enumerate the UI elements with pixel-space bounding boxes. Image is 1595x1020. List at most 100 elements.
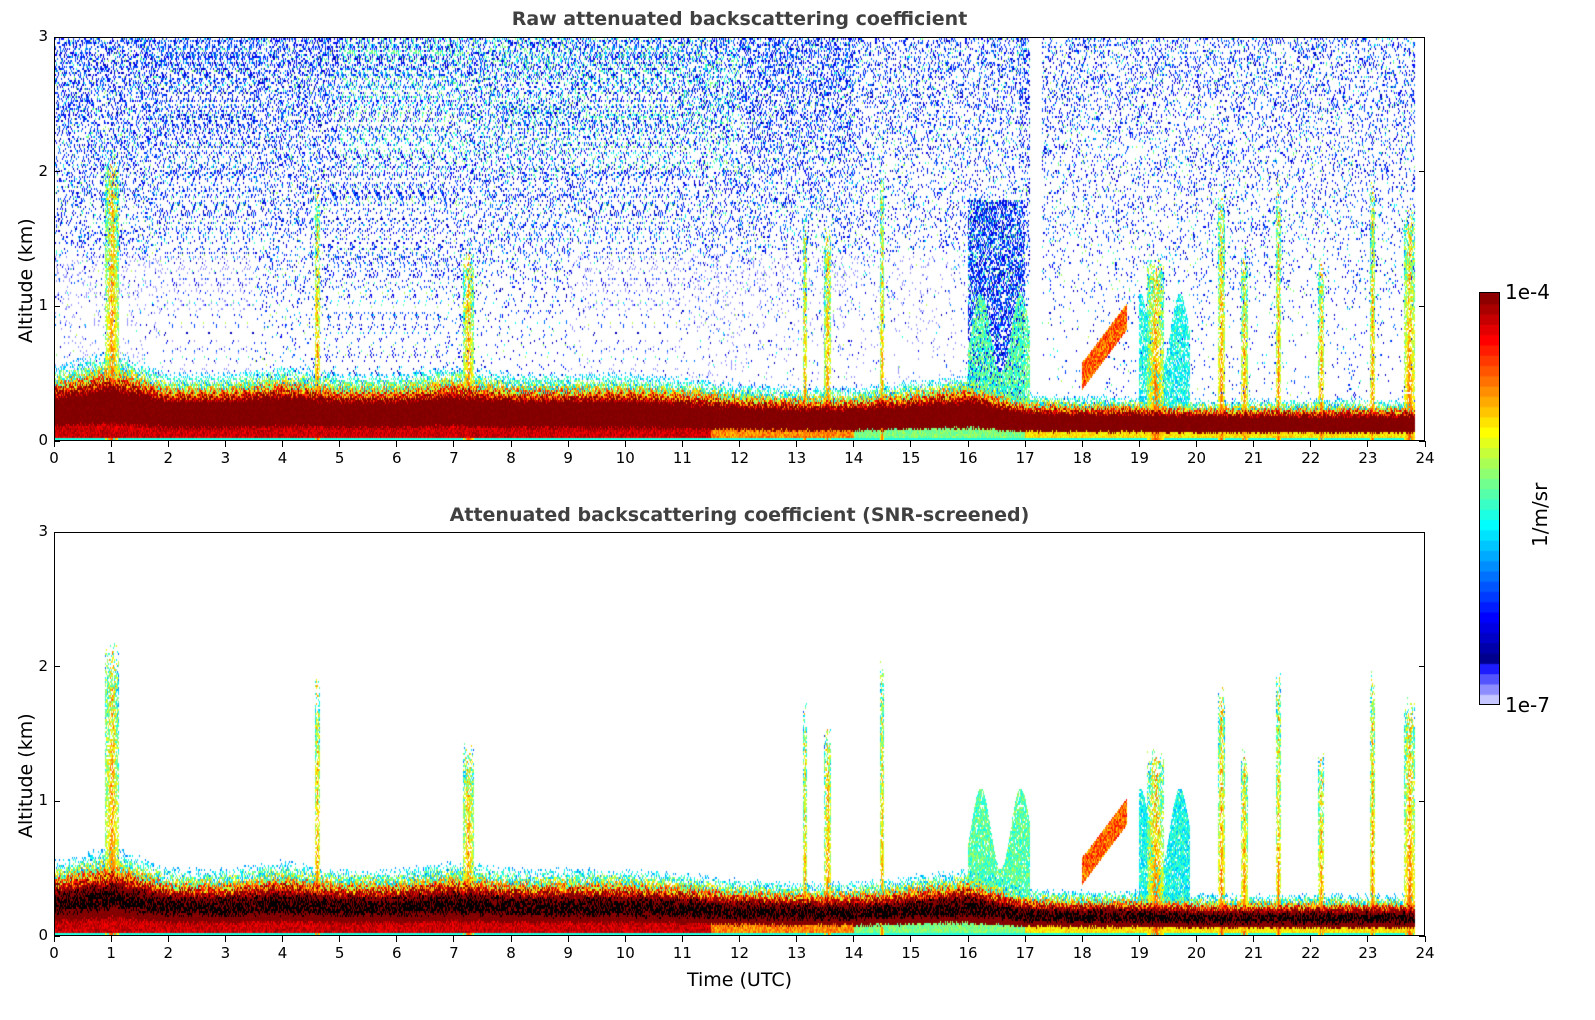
heatmap-axes-bottom [54, 532, 1425, 936]
y-tick [54, 531, 60, 533]
x-tick-label: 0 [49, 944, 59, 962]
x-tick [910, 936, 912, 942]
x-tick-label: 16 [958, 449, 978, 467]
x-tick-label: 19 [1129, 449, 1149, 467]
y-tick [54, 800, 60, 802]
x-tick [1081, 936, 1083, 942]
x-tick [796, 441, 798, 447]
x-tick-label: 15 [901, 944, 921, 962]
x-tick [1367, 936, 1369, 942]
x-tick [396, 936, 398, 942]
x-tick-label: 10 [615, 449, 635, 467]
x-tick [1367, 441, 1369, 447]
x-tick-label: 11 [672, 944, 692, 962]
x-tick-label: 1 [106, 944, 116, 962]
x-tick [967, 441, 969, 447]
heatmap-axes-top [54, 37, 1425, 441]
x-tick-label: 0 [49, 449, 59, 467]
y-tick [1419, 800, 1425, 802]
x-tick-label: 14 [844, 944, 864, 962]
y-tick-label: 0 [38, 431, 48, 449]
x-tick [1424, 441, 1426, 447]
x-tick-label: 2 [163, 449, 174, 467]
x-tick [681, 441, 683, 447]
x-tick-label: 24 [1415, 449, 1435, 467]
x-tick [567, 936, 569, 942]
x-tick-label: 16 [958, 944, 978, 962]
x-tick-label: 8 [506, 449, 516, 467]
y-tick [1419, 666, 1425, 668]
x-tick [453, 441, 455, 447]
x-tick-label: 3 [220, 944, 231, 962]
x-tick [1138, 936, 1140, 942]
x-tick-label: 1 [106, 449, 116, 467]
x-tick [282, 441, 283, 447]
x-tick-label: 4 [277, 944, 288, 962]
colorbar-label: 1/m/sr [1528, 482, 1552, 547]
x-tick-label: 18 [1072, 944, 1092, 962]
x-tick [53, 936, 55, 942]
y-axis-label-top: Altitude (km) [15, 218, 37, 343]
colorbar-max-label: 1e-4 [1505, 280, 1550, 304]
x-tick [624, 936, 626, 942]
y-axis-label-bottom: Altitude (km) [15, 713, 37, 838]
y-tick [1419, 440, 1425, 442]
y-tick [1419, 531, 1425, 533]
x-tick-label: 17 [1015, 944, 1035, 962]
x-tick-label: 13 [787, 944, 807, 962]
x-tick [567, 441, 569, 447]
y-tick [1419, 36, 1425, 38]
y-tick-label: 3 [38, 522, 48, 540]
x-tick [110, 441, 112, 447]
x-tick [853, 441, 855, 447]
colorbar-min-label: 1e-7 [1505, 693, 1550, 717]
heatmap-image [55, 533, 1424, 935]
y-tick-label: 3 [38, 27, 48, 45]
x-tick [624, 441, 626, 447]
x-tick-label: 21 [1244, 449, 1264, 467]
x-tick [1310, 441, 1312, 447]
y-tick [54, 666, 60, 668]
x-tick-label: 6 [391, 449, 402, 467]
x-tick [1196, 441, 1197, 447]
x-tick-label: 11 [672, 449, 692, 467]
x-tick-label: 4 [277, 449, 288, 467]
y-tick-label: 2 [38, 161, 48, 180]
y-tick-label: 2 [38, 656, 48, 675]
x-tick [967, 936, 969, 942]
x-tick [1424, 936, 1426, 942]
colorbar-gradient [1479, 292, 1500, 705]
x-tick-label: 9 [563, 944, 573, 962]
x-tick [1253, 441, 1255, 447]
heatmap-image [55, 38, 1424, 440]
chart-title-bottom: Attenuated backscattering coefficient (S… [449, 504, 1030, 526]
x-tick [1196, 936, 1197, 942]
x-tick-label: 12 [729, 944, 750, 962]
x-tick [339, 441, 341, 447]
x-tick [739, 936, 740, 942]
x-tick-label: 9 [563, 449, 573, 467]
x-tick-label: 22 [1301, 449, 1321, 467]
x-tick-label: 5 [334, 449, 345, 467]
y-tick [54, 935, 60, 937]
x-axis-label: Time (UTC) [686, 969, 793, 991]
x-tick [1081, 441, 1083, 447]
x-tick [853, 936, 855, 942]
x-tick-label: 3 [220, 449, 231, 467]
x-tick-label: 23 [1358, 449, 1378, 467]
x-tick [110, 936, 112, 942]
x-tick [453, 936, 455, 942]
x-tick-label: 5 [334, 944, 345, 962]
x-tick [167, 936, 169, 942]
x-tick-label: 24 [1415, 944, 1435, 962]
x-tick [224, 441, 226, 447]
x-tick-label: 22 [1301, 944, 1321, 962]
x-tick [224, 936, 226, 942]
x-tick [910, 441, 912, 447]
x-tick [1138, 441, 1140, 447]
x-tick [681, 936, 683, 942]
x-tick [1024, 936, 1026, 942]
chart-title-top: Raw attenuated backscattering coefficien… [511, 8, 968, 30]
x-tick-label: 20 [1186, 944, 1207, 962]
x-tick [167, 441, 169, 447]
